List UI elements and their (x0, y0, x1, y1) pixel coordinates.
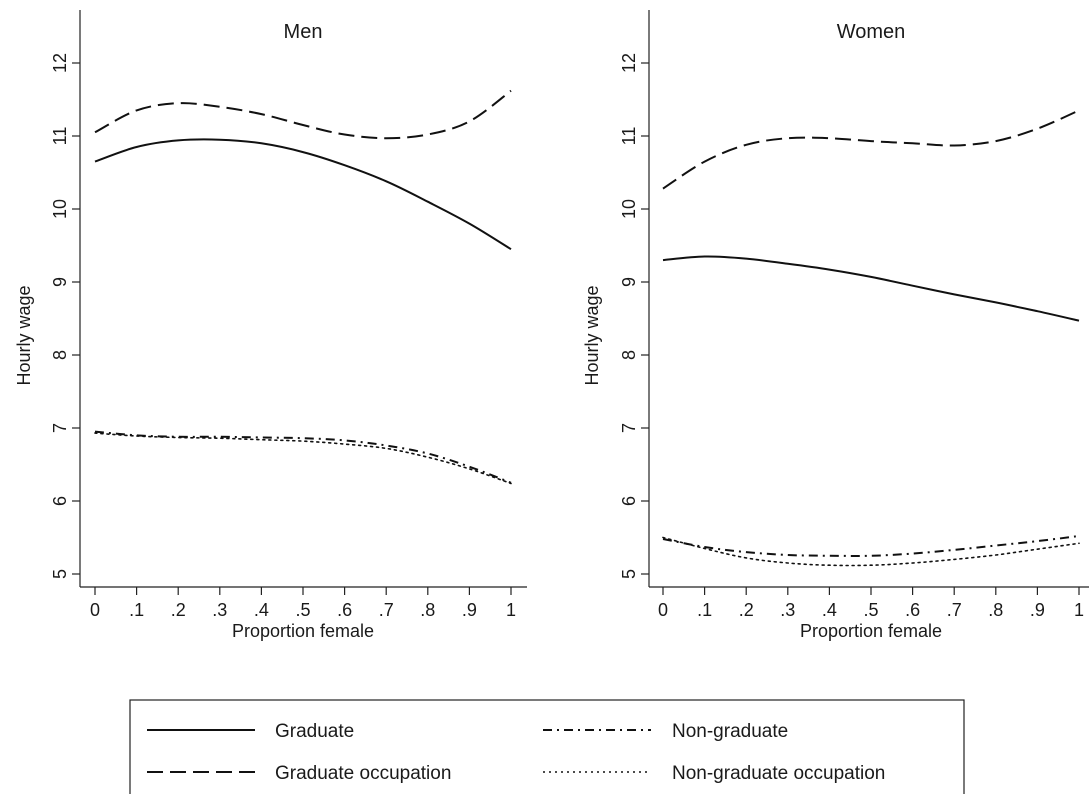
women-panel: Women 0 .1 .2 .3 .4 .5 .6 .7 .8 .9 1 5 6 7 8 9 10 11 12 Prop… (582, 10, 1089, 641)
x-tick-label: .6 (337, 600, 352, 620)
x-tick-label: .4 (254, 600, 269, 620)
legend-label-graduate-occupation: Graduate occupation (275, 763, 451, 784)
y-tick-label: 5 (619, 569, 639, 579)
x-tick-label: .6 (905, 600, 920, 620)
panel-title: Men (284, 21, 323, 43)
x-tick-label: .8 (420, 600, 435, 620)
x-axis-title: Proportion female (232, 621, 374, 641)
series-line-non-graduate (94, 430, 512, 484)
y-tick-label: 11 (619, 127, 639, 146)
y-tick-label: 6 (619, 496, 639, 506)
x-tick-label: 0 (658, 600, 668, 620)
y-tick-label: 7 (50, 423, 70, 433)
series-line-graduate-occupation (94, 89, 512, 140)
y-tick-label: 6 (50, 496, 70, 506)
series-line-non-graduate-occupation (662, 536, 1080, 567)
x-tick-label: .1 (697, 600, 712, 620)
x-tick-label: .1 (129, 600, 144, 620)
y-tick-label: 12 (619, 53, 639, 73)
x-tick-label: .4 (822, 600, 837, 620)
x-tick-label: 0 (90, 600, 100, 620)
y-tick-label: 5 (50, 569, 70, 579)
x-tick-label: .8 (988, 600, 1003, 620)
x-tick-label: .7 (379, 600, 394, 620)
x-tick-label: 1 (506, 600, 516, 620)
y-tick-label: 10 (619, 199, 639, 219)
y-tick-label: 7 (619, 423, 639, 433)
x-tick-label: .5 (863, 600, 878, 620)
x-tick-label: .7 (947, 600, 962, 620)
x-tick-label: .3 (780, 600, 795, 620)
series-line-graduate (662, 255, 1080, 322)
legend-label-graduate: Graduate (275, 721, 354, 742)
men-panel: Men 0 .1 .2 .3 .4 .5 .6 .7 .8 .9 1 5 6 7 8 9 10 11 12 Propor… (14, 10, 527, 641)
x-tick-label: .9 (462, 600, 477, 620)
x-tick-label: .2 (739, 600, 754, 620)
y-tick-label: 12 (50, 53, 70, 73)
x-tick-label: .9 (1030, 600, 1045, 620)
y-tick-label: 11 (50, 127, 70, 146)
legend: Graduate Graduate occupation Non-graduate N… (129, 699, 965, 794)
x-axis-title: Proportion female (800, 621, 942, 641)
legend-label-non-graduate: Non-graduate (672, 721, 788, 742)
legend-box (129, 699, 965, 794)
panel-title: Women (837, 21, 906, 43)
y-tick-label: 8 (619, 350, 639, 360)
x-tick-label: .3 (212, 600, 227, 620)
series-line-non-graduate (662, 535, 1080, 557)
y-tick-label: 8 (50, 350, 70, 360)
x-tick-label: 1 (1074, 600, 1084, 620)
series-line-graduate (94, 138, 512, 251)
y-tick-label: 9 (50, 277, 70, 287)
y-axis-title: Hourly wage (14, 285, 34, 385)
series-line-non-graduate-occupation (94, 432, 512, 485)
series-line-graduate-occupation (662, 109, 1080, 190)
y-axis-title: Hourly wage (582, 285, 602, 385)
x-tick-label: .5 (295, 600, 310, 620)
legend-label-non-graduate-occupation: Non-graduate occupation (672, 763, 885, 784)
y-tick-label: 10 (50, 199, 70, 219)
x-tick-label: .2 (171, 600, 186, 620)
y-tick-label: 9 (619, 277, 639, 287)
